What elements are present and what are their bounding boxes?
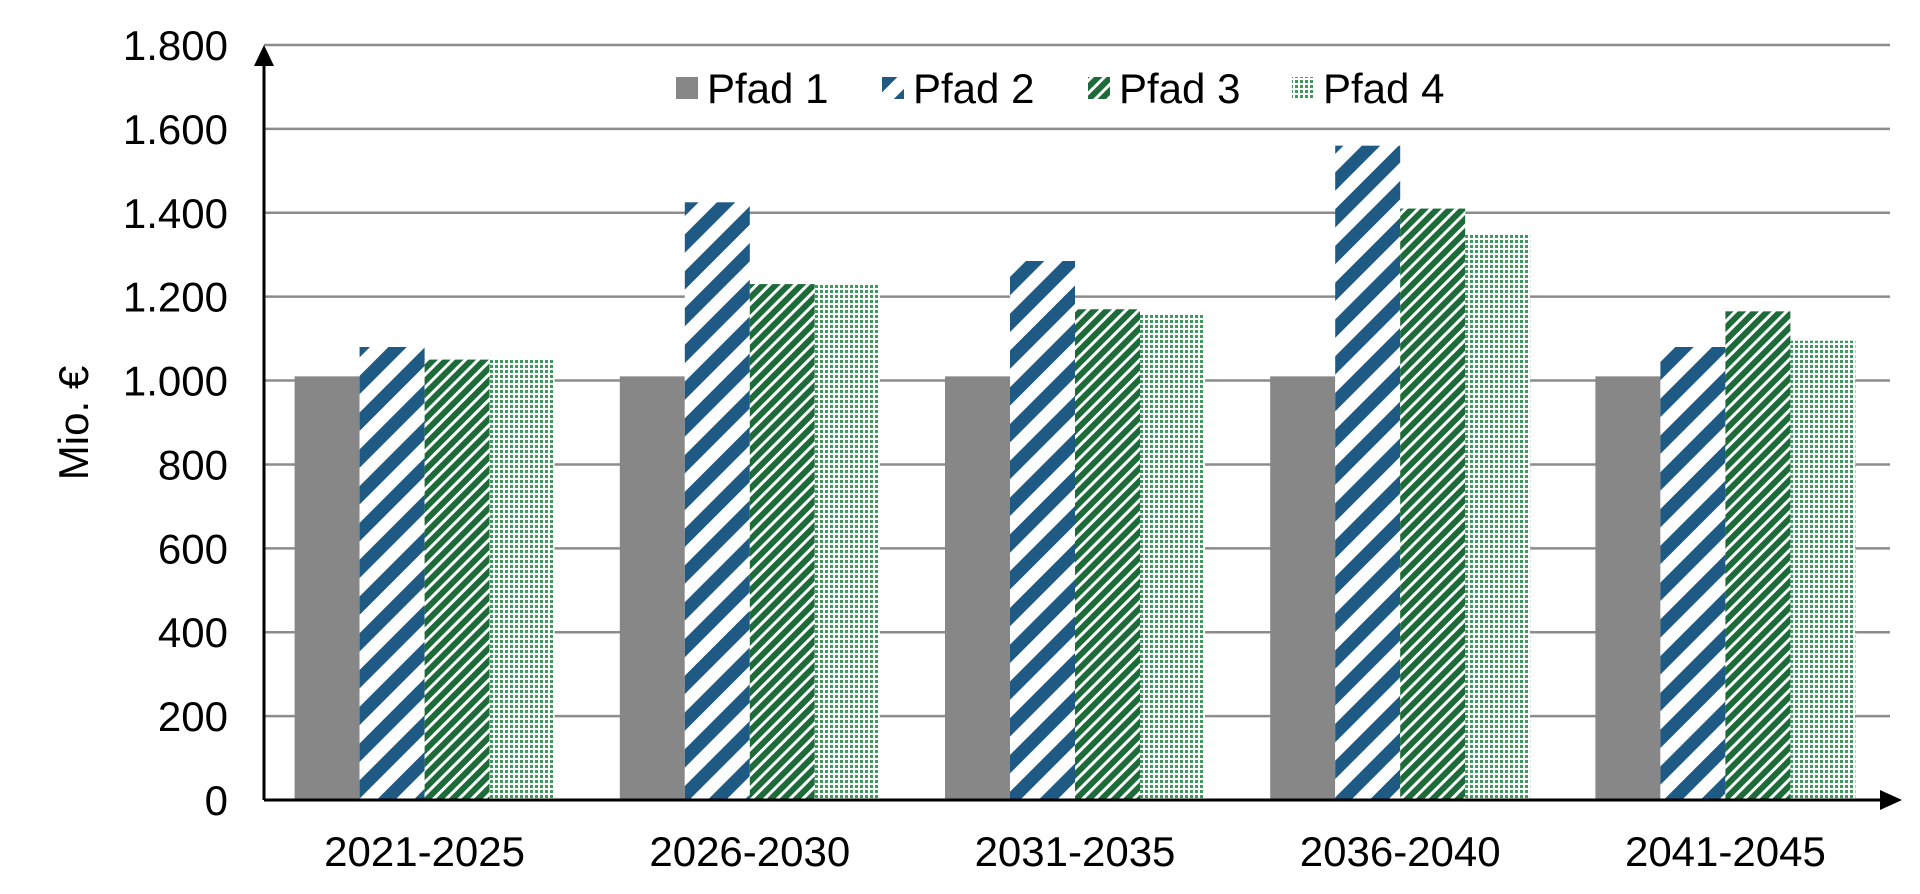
bar-pfad-3: [424, 359, 490, 800]
bar-pfad-2: [1660, 347, 1726, 800]
x-tick-label: 2041-2045: [1625, 828, 1826, 875]
bar-pfad-4: [814, 284, 880, 800]
bar-pfad-4: [1140, 313, 1205, 800]
bar-pfad-2: [359, 347, 425, 800]
y-tick-label: 200: [158, 693, 228, 740]
x-tick-label: 2031-2035: [975, 828, 1176, 875]
y-tick-label: 1.200: [123, 274, 228, 321]
bar-pfad-4: [1465, 233, 1531, 800]
legend-swatch: [882, 77, 904, 99]
y-tick-label: 400: [158, 609, 228, 656]
bar-pfad-2: [1010, 261, 1075, 800]
bar-pfad-1: [1270, 376, 1336, 800]
bar-pfad-2: [684, 202, 750, 800]
legend-swatch: [1088, 77, 1110, 99]
bar-pfad-1: [294, 376, 360, 800]
x-tick-labels: 2021-2025 2026-2030 2031-2035 2036-2040 2041…: [324, 828, 1826, 875]
y-tick-label: 1.600: [123, 106, 228, 153]
bar-pfad-4: [1790, 340, 1856, 800]
y-axis-title: Mio. €: [50, 366, 97, 480]
bar-pfad-3: [1400, 208, 1466, 801]
legend-label: Pfad 1: [707, 65, 828, 112]
y-axis-arrow: [254, 45, 274, 66]
y-tick-label: 1.000: [123, 358, 228, 405]
legend: Pfad 1 Pfad 2 Pfad 3 Pfad 4: [676, 65, 1444, 112]
legend-swatch: [1292, 77, 1314, 99]
bars: [294, 145, 1856, 801]
x-tick-label: 2036-2040: [1300, 828, 1501, 875]
bar-pfad-1: [619, 376, 685, 800]
x-tick-label: 2021-2025: [324, 828, 525, 875]
x-tick-label: 2026-2030: [649, 828, 850, 875]
bar-pfad-2: [1335, 145, 1401, 800]
y-tick-label: 1.800: [123, 22, 228, 69]
y-tick-labels: 0 200 400 600 800 1.000 1.200 1.400 1.600 1.800: [123, 22, 228, 824]
legend-label: Pfad 4: [1323, 65, 1444, 112]
y-tick-label: 0: [205, 777, 228, 824]
bar-pfad-3: [1075, 309, 1140, 800]
y-tick-label: 1.400: [123, 190, 228, 237]
bar-pfad-1: [1595, 376, 1661, 800]
bar-pfad-4: [489, 359, 555, 800]
x-axis-arrow: [1880, 790, 1902, 810]
legend-label: Pfad 3: [1119, 65, 1240, 112]
y-tick-label: 800: [158, 441, 228, 488]
bar-pfad-3: [749, 284, 815, 800]
y-tick-label: 600: [158, 525, 228, 572]
legend-swatch: [676, 77, 698, 99]
axes: [254, 45, 1902, 810]
bar-pfad-1: [945, 376, 1010, 800]
bar-pfad-3: [1725, 311, 1791, 800]
legend-label: Pfad 2: [913, 65, 1034, 112]
